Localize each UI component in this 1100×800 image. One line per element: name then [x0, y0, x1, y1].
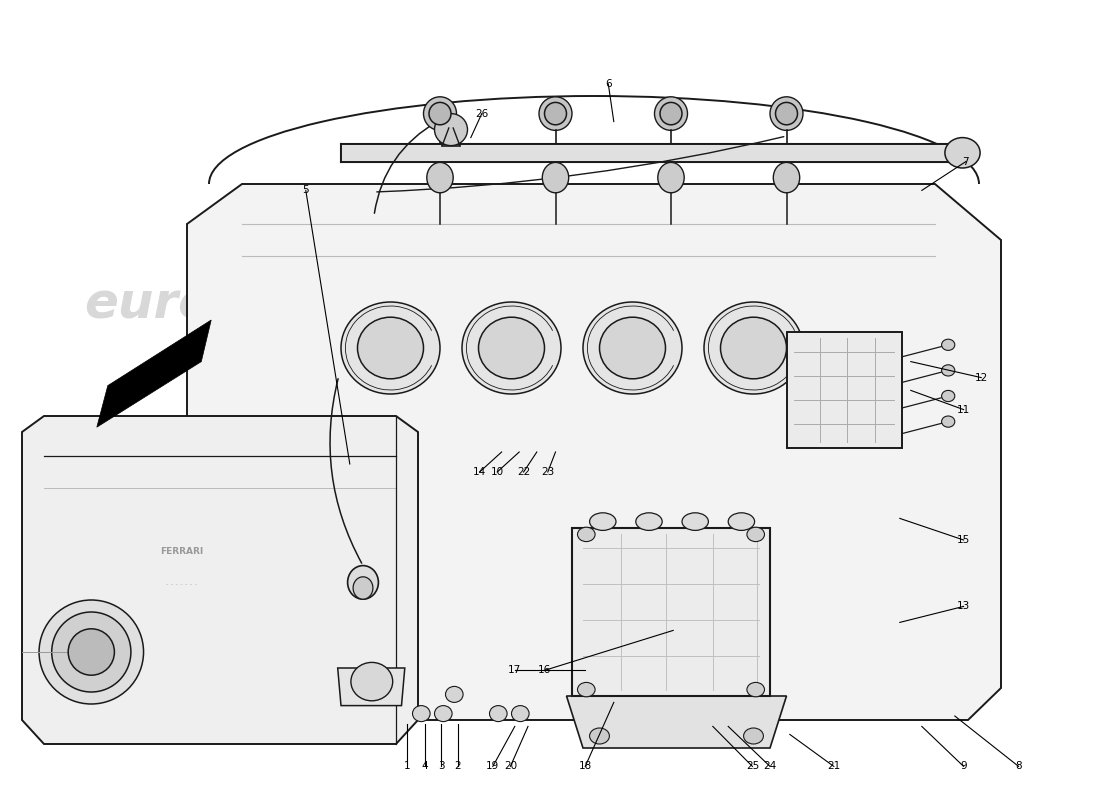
Ellipse shape	[636, 513, 662, 530]
Polygon shape	[341, 144, 957, 162]
Text: 2: 2	[454, 762, 461, 771]
Text: 25: 25	[746, 762, 759, 771]
Text: eurospares: eurospares	[524, 280, 840, 328]
Polygon shape	[572, 528, 770, 696]
Ellipse shape	[682, 513, 708, 530]
Text: 4: 4	[421, 762, 428, 771]
Text: 10: 10	[491, 467, 504, 477]
Ellipse shape	[747, 682, 764, 697]
Ellipse shape	[68, 629, 114, 675]
Ellipse shape	[942, 416, 955, 427]
Ellipse shape	[434, 706, 452, 722]
Ellipse shape	[348, 566, 378, 599]
Text: 16: 16	[538, 666, 551, 675]
Ellipse shape	[429, 102, 451, 125]
Ellipse shape	[424, 97, 456, 130]
Ellipse shape	[583, 302, 682, 394]
Text: eurospares: eurospares	[84, 280, 400, 328]
Polygon shape	[338, 668, 405, 706]
Ellipse shape	[427, 162, 453, 193]
Text: 20: 20	[504, 762, 517, 771]
Text: 6: 6	[605, 79, 612, 89]
Ellipse shape	[747, 527, 764, 542]
Ellipse shape	[773, 162, 800, 193]
Polygon shape	[187, 184, 1001, 720]
Ellipse shape	[40, 600, 143, 704]
Ellipse shape	[720, 318, 786, 379]
Text: 17: 17	[508, 666, 521, 675]
Ellipse shape	[52, 612, 131, 692]
Text: 15: 15	[957, 535, 970, 545]
Ellipse shape	[770, 97, 803, 130]
Polygon shape	[22, 416, 418, 744]
Ellipse shape	[654, 97, 688, 130]
Ellipse shape	[942, 365, 955, 376]
Ellipse shape	[600, 318, 666, 379]
Text: 26: 26	[475, 109, 488, 118]
Text: 7: 7	[962, 157, 969, 166]
Ellipse shape	[434, 114, 468, 146]
Ellipse shape	[942, 390, 955, 402]
Polygon shape	[566, 696, 786, 748]
Text: FERRARI: FERRARI	[160, 547, 204, 557]
Ellipse shape	[512, 706, 529, 722]
Text: 22: 22	[517, 467, 530, 477]
Text: 23: 23	[541, 467, 554, 477]
Ellipse shape	[776, 102, 798, 125]
Ellipse shape	[660, 102, 682, 125]
Text: 21: 21	[827, 762, 840, 771]
Ellipse shape	[539, 97, 572, 130]
Ellipse shape	[412, 706, 430, 722]
Ellipse shape	[945, 138, 980, 168]
Ellipse shape	[358, 318, 424, 379]
Ellipse shape	[544, 102, 566, 125]
Text: - - - - - - -: - - - - - - -	[166, 581, 197, 587]
Ellipse shape	[590, 513, 616, 530]
Text: 3: 3	[438, 762, 444, 771]
Polygon shape	[786, 332, 902, 448]
Ellipse shape	[446, 686, 463, 702]
Ellipse shape	[744, 728, 763, 744]
Ellipse shape	[478, 318, 544, 379]
Text: eurospares: eurospares	[84, 552, 400, 600]
Ellipse shape	[658, 162, 684, 193]
Ellipse shape	[578, 682, 595, 697]
Text: 9: 9	[960, 762, 967, 771]
Ellipse shape	[490, 706, 507, 722]
Ellipse shape	[341, 302, 440, 394]
Text: 19: 19	[486, 762, 499, 771]
Ellipse shape	[353, 577, 373, 599]
Ellipse shape	[704, 302, 803, 394]
Polygon shape	[97, 320, 211, 427]
Text: 12: 12	[975, 373, 988, 382]
Text: 14: 14	[473, 467, 486, 477]
Ellipse shape	[590, 728, 609, 744]
Text: 24: 24	[763, 762, 777, 771]
Ellipse shape	[942, 339, 955, 350]
Text: 5: 5	[302, 186, 309, 195]
Ellipse shape	[578, 527, 595, 542]
Text: 1: 1	[404, 762, 410, 771]
Text: 18: 18	[579, 762, 592, 771]
Text: 11: 11	[957, 405, 970, 414]
Ellipse shape	[728, 513, 755, 530]
Text: 13: 13	[957, 602, 970, 611]
Ellipse shape	[462, 302, 561, 394]
Text: 8: 8	[1015, 762, 1022, 771]
Text: eurospares: eurospares	[524, 552, 840, 600]
Ellipse shape	[542, 162, 569, 193]
Ellipse shape	[351, 662, 393, 701]
